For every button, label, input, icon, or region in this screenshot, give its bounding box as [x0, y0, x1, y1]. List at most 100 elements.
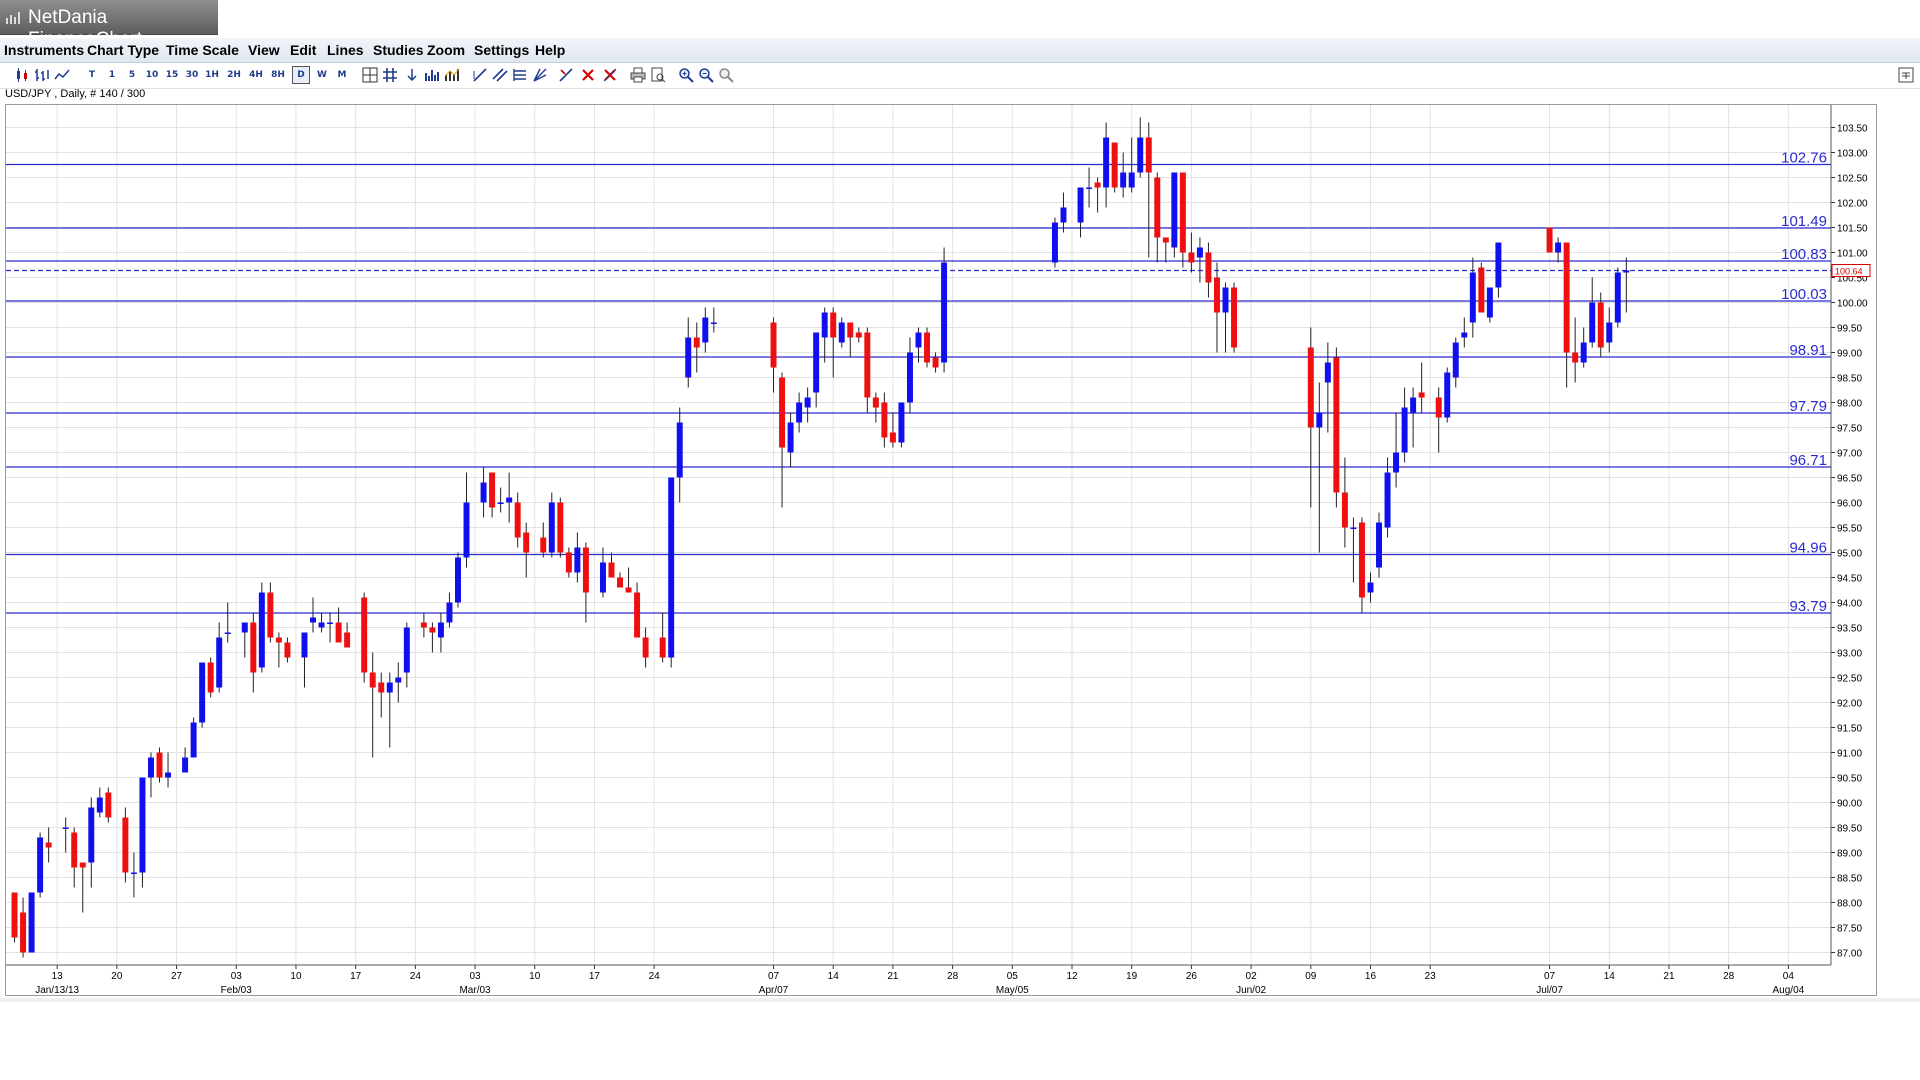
menu-lines[interactable]: Lines [327, 42, 364, 58]
menu-zoom[interactable]: Zoom [427, 42, 466, 58]
candle-body [898, 402, 905, 443]
candle-body [446, 602, 453, 623]
candle-body [540, 537, 547, 553]
fibonacci-icon[interactable] [512, 67, 528, 83]
timeframe-daily[interactable]: D [292, 66, 310, 84]
timeframe-weekly[interactable]: W [317, 70, 327, 80]
menu-view[interactable]: View [248, 42, 280, 58]
y-tick-label: 102.50 [1837, 174, 1868, 185]
timeframe-10min[interactable]: 10 [145, 70, 159, 80]
menu-chart-type[interactable]: Chart Type [87, 42, 160, 58]
candle-body [45, 842, 52, 848]
zoom-in-icon[interactable] [678, 67, 694, 83]
candle-body [241, 622, 248, 633]
x-major-label: Apr/07 [759, 985, 789, 995]
gann-fan-icon[interactable] [532, 67, 548, 83]
candle-body [182, 757, 189, 773]
timeframe-1h[interactable]: 1H [205, 70, 219, 80]
candle-body [1469, 272, 1476, 323]
candle-body [207, 662, 214, 693]
y-tick-label: 101.00 [1837, 249, 1868, 260]
status-strip [0, 998, 1920, 1002]
volume-icon[interactable] [424, 67, 440, 83]
timeframe-4h[interactable]: 4H [249, 70, 263, 80]
y-tick-label: 98.00 [1837, 399, 1862, 410]
candle-body [429, 627, 436, 633]
grid-icon[interactable] [382, 67, 398, 83]
print-icon[interactable] [630, 67, 646, 83]
candle-body [625, 587, 632, 593]
candle-body [1196, 247, 1203, 258]
studies-icon[interactable] [444, 67, 460, 83]
y-tick-label: 91.00 [1837, 749, 1862, 760]
candle-body [1137, 137, 1144, 173]
candle-body [1580, 342, 1587, 363]
x-tick-label: 21 [887, 971, 899, 982]
candle-body [369, 672, 376, 688]
candle-body [275, 637, 282, 643]
candle-body [437, 622, 444, 638]
arrow-down-icon[interactable] [404, 67, 420, 83]
panel-toggle-icon[interactable] [1898, 67, 1914, 83]
y-tick-label: 93.00 [1837, 649, 1862, 660]
candle-body [1358, 522, 1365, 598]
candle-body [1060, 207, 1067, 223]
print-preview-icon[interactable] [650, 67, 666, 83]
y-tick-label: 96.00 [1837, 499, 1862, 510]
x-tick-label: 21 [1663, 971, 1675, 982]
x-tick-label: 14 [828, 971, 840, 982]
delete-all-lines-icon[interactable] [602, 67, 618, 83]
candle-body [796, 402, 803, 423]
timeframe-1min[interactable]: 1 [108, 70, 116, 80]
x-major-label: May/05 [996, 985, 1029, 995]
x-tick-label: 17 [589, 971, 601, 982]
candle-body [906, 352, 913, 403]
candle-body [1086, 187, 1093, 189]
menu-time-scale[interactable]: Time Scale [166, 42, 239, 58]
timeframe-tick[interactable]: T [88, 70, 96, 80]
level-label: 97.79 [1789, 398, 1827, 415]
symbol-info: USD/JPY , Daily, # 140 / 300 [5, 88, 146, 100]
menu-edit[interactable]: Edit [290, 42, 317, 58]
select-lines-icon[interactable] [558, 67, 574, 83]
candle-body [1452, 342, 1459, 378]
timeframe-30min[interactable]: 30 [185, 70, 199, 80]
candle-body [1555, 242, 1562, 253]
price-chart[interactable]: 87.00 87.50 88.00 88.50 89.00 89.50 90.00 90.50… [6, 105, 1876, 995]
candle-body [1393, 452, 1400, 473]
menu-studies[interactable]: Studies [373, 42, 424, 58]
candle-body [1606, 322, 1613, 343]
delete-line-icon[interactable] [580, 67, 596, 83]
bar-chart-icon[interactable] [34, 67, 50, 83]
zoom-reset-icon[interactable] [718, 67, 734, 83]
x-tick-label: 17 [350, 971, 362, 982]
menu-instruments[interactable]: Instruments [4, 42, 85, 58]
menu-settings[interactable]: Settings [474, 42, 530, 58]
timeframe-monthly[interactable]: M [337, 70, 347, 80]
candle-body [1376, 522, 1382, 568]
candle-body [463, 502, 470, 558]
line-chart-icon[interactable] [54, 67, 70, 83]
x-tick-label: 03 [469, 971, 481, 982]
app-title-tab[interactable]: NetDania FinanceChart [0, 0, 218, 50]
menu-help[interactable]: Help [535, 42, 566, 58]
crosshair-icon[interactable] [362, 67, 378, 83]
zoom-out-icon[interactable] [698, 67, 714, 83]
candle-body [1597, 302, 1604, 348]
candlestick-chart-icon[interactable] [14, 67, 30, 83]
trendline-icon[interactable] [472, 67, 488, 83]
candle-body [932, 357, 939, 368]
y-tick-label: 93.50 [1837, 624, 1862, 635]
candle-body [779, 377, 786, 448]
chart-area[interactable]: 87.00 87.50 88.00 88.50 89.00 89.50 90.00 90.50… [5, 104, 1877, 996]
candle-body [523, 532, 530, 553]
candle-body [659, 637, 666, 658]
channel-icon[interactable] [492, 67, 508, 83]
level-label: 96.71 [1789, 452, 1827, 469]
y-tick-label: 88.00 [1837, 899, 1862, 910]
candle-body [634, 592, 641, 638]
timeframe-5min[interactable]: 5 [128, 70, 136, 80]
timeframe-8h[interactable]: 8H [271, 70, 285, 80]
timeframe-15min[interactable]: 15 [165, 70, 179, 80]
timeframe-2h[interactable]: 2H [227, 70, 241, 80]
